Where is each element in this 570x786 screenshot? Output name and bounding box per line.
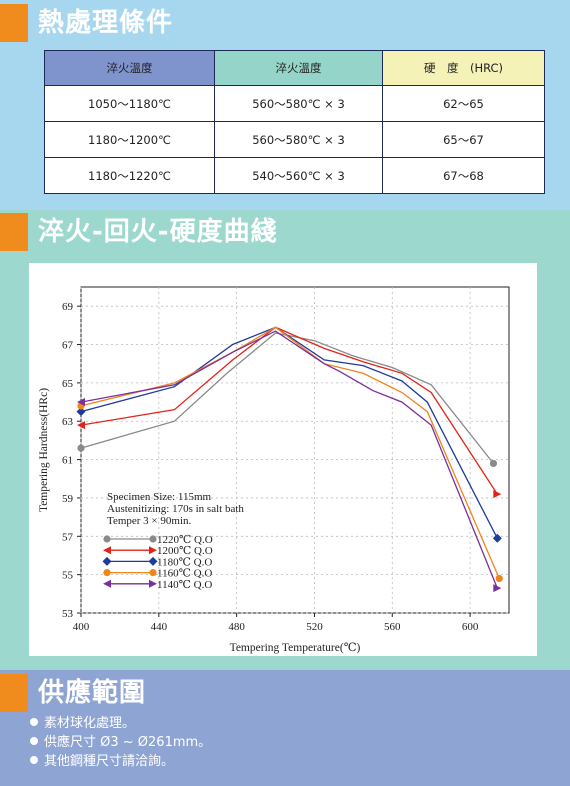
- data-point: [77, 421, 85, 430]
- data-point: [103, 569, 111, 577]
- list-item-text: 素材球化處理。: [44, 716, 136, 731]
- legend-label: 1180℃ Q.O: [157, 556, 212, 568]
- data-point: [148, 556, 158, 566]
- hardness-chart: 53 55 57 59 61 63 65 67 69 400 440 480 520 560 600 Temp…: [38, 286, 510, 654]
- section-title: 供應範圍: [38, 678, 147, 708]
- header-hardness: 硬 度 (HRC): [382, 50, 545, 86]
- x-tick-label: 480: [228, 621, 245, 633]
- data-point: [77, 444, 85, 452]
- data-point: [493, 584, 502, 593]
- table-cell: 65～67: [382, 121, 545, 158]
- data-point: [149, 569, 157, 577]
- legend-marker: [103, 579, 111, 588]
- annotation-text: Temper 3 × 90min.: [107, 515, 192, 527]
- section-header: 供應範圍: [0, 674, 570, 712]
- data-point: [489, 459, 498, 468]
- chart-container: 53 55 57 59 61 63 65 67 69 400 440 480 520 560 600 Temp…: [29, 263, 537, 656]
- legend-label: 1220℃ Q.O: [157, 534, 213, 546]
- series-line: [80, 332, 494, 464]
- y-tick-label: 55: [62, 570, 74, 582]
- x-tick-label: 400: [73, 621, 90, 633]
- annotation-text: Specimen Size: 115mm: [107, 491, 212, 503]
- legend-label: 1140℃ Q.O: [157, 579, 212, 591]
- header-temper-temp: 淬火溫度: [214, 50, 383, 86]
- bullet-icon: [30, 718, 38, 726]
- section-header: 熱處理條件: [0, 4, 570, 42]
- y-axis-label: Tempering Hardness(HRc): [38, 388, 50, 512]
- legend-marker: [149, 546, 157, 555]
- table-cell: 1180～1220℃: [44, 157, 215, 194]
- list-item-text: 其他鋼種尺寸請洽詢。: [44, 754, 175, 769]
- legend-label: 1200℃ Q.O: [157, 545, 213, 557]
- table-row: 1050～1180℃ 560～580℃ × 3 62～65: [44, 85, 545, 122]
- y-tick-label: 59: [62, 493, 74, 505]
- bullet-icon: [30, 756, 38, 764]
- x-axis-label: Tempering Temperature(℃): [230, 642, 361, 654]
- series-line: [80, 330, 498, 589]
- data-point: [103, 535, 111, 543]
- table-cell: 560～580℃ × 3: [214, 85, 383, 122]
- y-tick-label: 69: [62, 301, 74, 313]
- orange-marker: [0, 674, 28, 712]
- y-tick-label: 57: [62, 531, 74, 543]
- section-title: 淬火-回火-硬度曲綫: [38, 217, 278, 247]
- supply-range-section: 供應範圍 素材球化處理。 供應尺寸 Ø3 ~ Ø261mm。 其他鋼種尺寸請洽詢…: [0, 670, 570, 786]
- annotation-text: Austenitizing: 170s in salt bath: [107, 503, 244, 515]
- x-tick-label: 520: [306, 621, 323, 633]
- data-point: [149, 535, 157, 543]
- table-cell: 62～65: [382, 85, 545, 122]
- data-point: [77, 398, 85, 407]
- x-tick-label: 440: [151, 621, 168, 633]
- legend-marker: [103, 546, 111, 555]
- hardness-curve-section: 淬火-回火-硬度曲綫 53 55 57 59 61 63 65 67 69 400 440 480 52…: [0, 210, 570, 670]
- series-line: [80, 326, 498, 495]
- table-row: 1180～1200℃ 560～580℃ × 3 65～67: [44, 121, 545, 158]
- x-tick-label: 560: [384, 621, 401, 633]
- list-item: 供應尺寸 Ø3 ~ Ø261mm。: [30, 733, 211, 752]
- section-title: 熱處理條件: [38, 8, 174, 38]
- y-tick-label: 65: [62, 378, 74, 390]
- table-row: 1180～1220℃ 540～560℃ × 3 67～68: [44, 157, 545, 194]
- table-header-row: 淬火溫度 淬火溫度 硬 度 (HRC): [44, 50, 545, 86]
- data-point: [76, 407, 86, 417]
- bullet-icon: [30, 737, 38, 745]
- x-tick-label: 600: [462, 621, 479, 633]
- table-cell: 540～560℃ × 3: [214, 157, 383, 194]
- table-cell: 1180～1200℃: [44, 121, 215, 158]
- list-item: 素材球化處理。: [30, 714, 211, 733]
- header-quench-temp: 淬火溫度: [44, 50, 215, 86]
- list-item: 其他鋼種尺寸請洽詢。: [30, 752, 211, 771]
- table-cell: 1050～1180℃: [44, 85, 215, 122]
- list-item-text: 供應尺寸 Ø3 ~ Ø261mm。: [44, 735, 212, 750]
- table-cell: 67～68: [382, 157, 545, 194]
- data-point: [493, 490, 502, 499]
- heat-treatment-table: 淬火溫度 淬火溫度 硬 度 (HRC) 1050～1180℃ 560～580℃ …: [44, 50, 545, 194]
- legend-label: 1160℃ Q.O: [157, 568, 212, 580]
- y-tick-label: 63: [62, 416, 74, 428]
- data-point: [492, 533, 502, 543]
- orange-marker: [0, 4, 28, 42]
- heat-treatment-section: 熱處理條件 淬火溫度 淬火溫度 硬 度 (HRC) 1050～1180℃ 560…: [0, 0, 570, 210]
- legend-marker: [149, 579, 157, 588]
- orange-marker: [0, 213, 28, 251]
- data-point: [495, 574, 503, 583]
- table-cell: 560～580℃ × 3: [214, 121, 383, 158]
- y-tick-label: 67: [62, 340, 74, 352]
- y-tick-label: 53: [62, 608, 74, 620]
- data-point: [102, 556, 112, 566]
- section-header: 淬火-回火-硬度曲綫: [0, 213, 570, 251]
- supply-list: 素材球化處理。 供應尺寸 Ø3 ~ Ø261mm。 其他鋼種尺寸請洽詢。: [30, 714, 211, 771]
- y-tick-label: 61: [62, 455, 73, 467]
